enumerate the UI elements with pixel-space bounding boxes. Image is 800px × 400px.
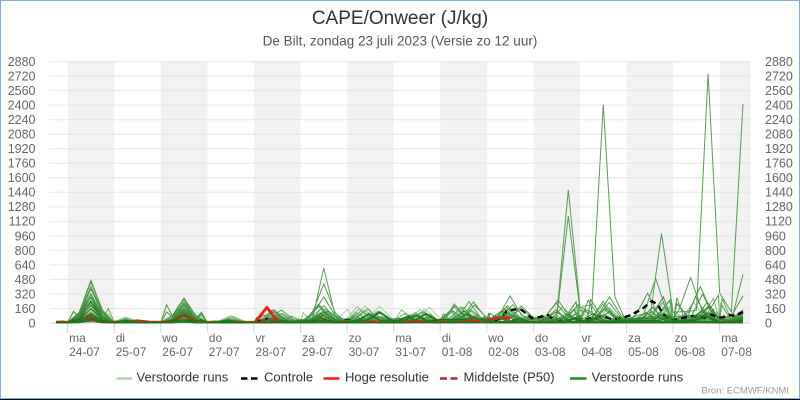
svg-text:25-07: 25-07 <box>116 345 147 359</box>
svg-text:1760: 1760 <box>8 157 36 171</box>
svg-text:160: 160 <box>765 302 786 316</box>
svg-text:za: za <box>302 331 315 345</box>
svg-text:2400: 2400 <box>8 99 36 113</box>
svg-text:0: 0 <box>29 316 36 330</box>
svg-text:zo: zo <box>349 331 362 345</box>
svg-text:27-07: 27-07 <box>209 345 240 359</box>
svg-text:1440: 1440 <box>765 186 793 200</box>
svg-text:31-07: 31-07 <box>395 345 426 359</box>
svg-text:di: di <box>442 331 451 345</box>
svg-text:2560: 2560 <box>765 84 793 98</box>
svg-text:1920: 1920 <box>765 142 793 156</box>
svg-text:28-07: 28-07 <box>255 345 286 359</box>
svg-text:2880: 2880 <box>8 55 36 69</box>
svg-text:vr: vr <box>255 331 265 345</box>
svg-text:01-08: 01-08 <box>442 345 473 359</box>
svg-text:Middelste (P50): Middelste (P50) <box>464 370 555 385</box>
svg-text:2240: 2240 <box>765 113 793 127</box>
svg-text:vr: vr <box>582 331 592 345</box>
svg-text:za: za <box>628 331 641 345</box>
svg-text:24-07: 24-07 <box>69 345 100 359</box>
svg-text:480: 480 <box>15 273 36 287</box>
svg-text:di: di <box>116 331 125 345</box>
svg-text:Verstoorde runs: Verstoorde runs <box>137 370 229 385</box>
svg-text:960: 960 <box>765 229 786 243</box>
svg-text:ma: ma <box>721 331 738 345</box>
svg-text:320: 320 <box>15 287 36 301</box>
svg-text:2560: 2560 <box>8 84 36 98</box>
svg-text:Bron: ECMWF/KNMI: Bron: ECMWF/KNMI <box>701 386 789 397</box>
svg-text:Verstoorde runs: Verstoorde runs <box>592 370 684 385</box>
svg-text:1600: 1600 <box>8 171 36 185</box>
svg-text:04-08: 04-08 <box>582 345 613 359</box>
svg-text:do: do <box>209 331 223 345</box>
svg-text:06-08: 06-08 <box>675 345 706 359</box>
svg-text:800: 800 <box>765 244 786 258</box>
svg-text:29-07: 29-07 <box>302 345 333 359</box>
svg-text:1120: 1120 <box>765 215 792 229</box>
svg-text:2880: 2880 <box>765 55 793 69</box>
svg-text:2240: 2240 <box>8 113 36 127</box>
svg-text:2720: 2720 <box>8 70 36 84</box>
svg-text:0: 0 <box>765 316 772 330</box>
svg-text:03-08: 03-08 <box>535 345 566 359</box>
svg-text:2720: 2720 <box>765 70 793 84</box>
svg-text:wo: wo <box>487 331 504 345</box>
svg-text:320: 320 <box>765 287 786 301</box>
svg-text:1920: 1920 <box>8 142 36 156</box>
svg-text:30-07: 30-07 <box>349 345 380 359</box>
svg-text:2080: 2080 <box>765 128 793 142</box>
svg-text:640: 640 <box>15 258 36 272</box>
svg-text:ma: ma <box>69 331 86 345</box>
svg-text:1600: 1600 <box>765 171 793 185</box>
svg-text:1760: 1760 <box>765 157 793 171</box>
svg-text:2080: 2080 <box>8 128 36 142</box>
svg-text:2400: 2400 <box>765 99 793 113</box>
svg-text:1120: 1120 <box>9 215 36 229</box>
svg-text:26-07: 26-07 <box>162 345 193 359</box>
svg-text:07-08: 07-08 <box>721 345 752 359</box>
svg-text:160: 160 <box>15 302 36 316</box>
svg-text:CAPE/Onweer (J/kg): CAPE/Onweer (J/kg) <box>312 8 488 29</box>
svg-text:do: do <box>535 331 549 345</box>
svg-text:wo: wo <box>161 331 178 345</box>
svg-text:480: 480 <box>765 273 786 287</box>
svg-text:Controle: Controle <box>264 370 313 385</box>
svg-text:640: 640 <box>765 258 786 272</box>
svg-text:zo: zo <box>675 331 688 345</box>
svg-text:960: 960 <box>15 229 36 243</box>
svg-text:800: 800 <box>15 244 36 258</box>
svg-text:02-08: 02-08 <box>488 345 519 359</box>
svg-text:Hoge resolutie: Hoge resolutie <box>345 370 429 385</box>
svg-text:De Bilt, zondag 23 juli 2023 (: De Bilt, zondag 23 juli 2023 (Versie zo … <box>263 34 538 49</box>
svg-text:1440: 1440 <box>8 186 36 200</box>
svg-text:1280: 1280 <box>8 200 36 214</box>
svg-text:1280: 1280 <box>765 200 793 214</box>
svg-text:ma: ma <box>395 331 412 345</box>
svg-text:05-08: 05-08 <box>628 345 659 359</box>
